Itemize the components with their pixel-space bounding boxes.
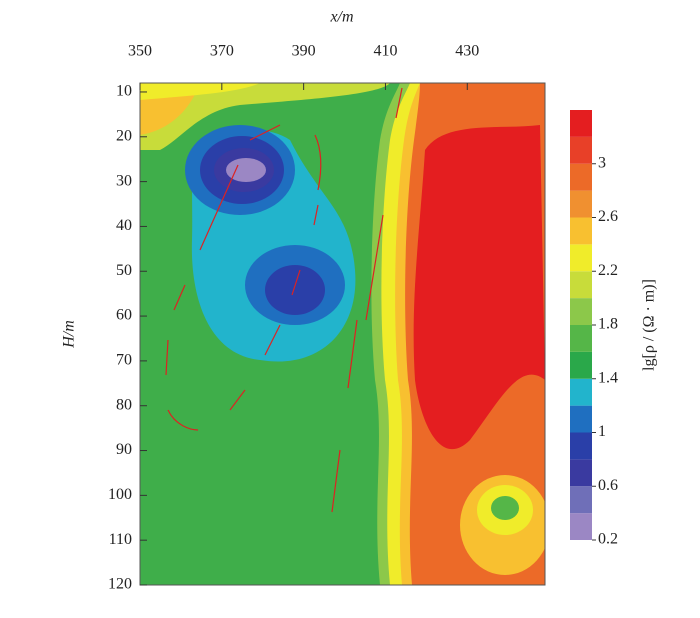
y-tick-label: 100 [108,486,132,503]
colorbar-tick-label: 3 [598,154,606,171]
y-tick-label: 40 [116,217,132,234]
colorbar-band [570,351,592,379]
colorbar-band [570,432,592,460]
colorbar-band [570,378,592,406]
y-tick-label: 20 [116,127,132,144]
colorbar-band [570,325,592,352]
x-tick-label: 390 [292,43,316,60]
y-tick-label: 70 [116,352,132,369]
colorbar-band [570,190,592,218]
colorbar-band [570,486,592,514]
x-tick-label: 350 [128,43,152,60]
colorbar-band [570,459,592,487]
y-tick-label: 60 [116,307,132,324]
colorbar-band [570,110,592,137]
colorbar-label: lg[ρ / (Ω · m)] [641,279,658,371]
x-tick-label: 430 [455,43,479,60]
x-axis-label: x/m [329,9,353,26]
colorbar-tick-label: 1.8 [598,316,618,333]
colorbar-tick-label: 0.2 [598,531,618,548]
colorbar-tick-label: 1 [598,423,606,440]
y-tick-label: 80 [116,396,132,413]
colorbar-tick-label: 2.6 [598,208,618,225]
colorbar-band [570,513,592,540]
colorbar-band [570,405,592,433]
plot-frame [139,82,546,586]
colorbar-band [570,163,592,191]
colorbar-tick-label: 0.6 [598,477,618,494]
colorbar-tick-label: 2.2 [598,262,618,279]
y-tick-label: 10 [116,83,132,100]
x-tick-label: 410 [373,43,397,60]
y-tick-label: 90 [116,441,132,458]
y-axis-label: H/m [61,320,78,349]
contour-field [140,83,545,585]
colorbar-band [570,217,592,245]
x-tick-label: 370 [210,43,234,60]
y-tick-label: 120 [108,576,132,593]
y-tick-label: 30 [116,172,132,189]
colorbar-band [570,271,592,299]
colorbar-tick-label: 1.4 [598,369,618,386]
y-tick-label: 50 [116,262,132,279]
y-tick-label: 110 [109,531,132,548]
colorbar-band [570,244,592,272]
colorbar-band [570,136,592,164]
colorbar-band [570,298,592,325]
